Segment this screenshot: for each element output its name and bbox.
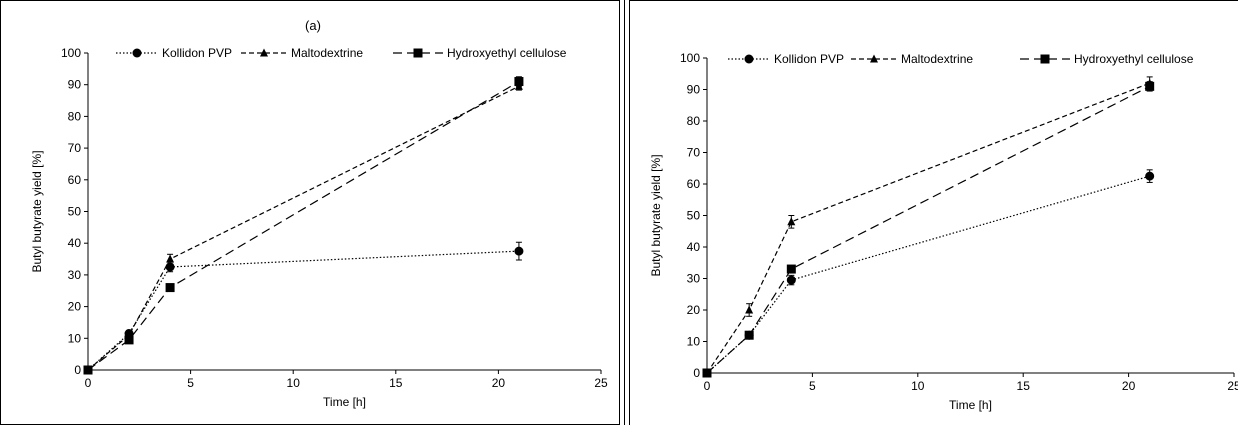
y-tick-label: 30 — [687, 272, 701, 286]
x-tick-label: 0 — [704, 379, 711, 393]
y-tick-label: 100 — [61, 46, 81, 60]
y-tick-label: 70 — [687, 146, 701, 160]
legend-marker — [132, 48, 142, 58]
data-point — [83, 365, 93, 375]
legend-label: Hydroxyethyl cellulose — [447, 46, 567, 60]
x-tick-label: 10 — [287, 376, 301, 390]
x-tick-label: 20 — [492, 376, 506, 390]
y-tick-label: 20 — [687, 303, 701, 317]
legend-label: Maltodextrine — [291, 46, 363, 60]
series-line — [706, 82, 1150, 374]
legend-label: Hydroxyethyl cellulose — [1074, 52, 1194, 66]
y-axis-label: Butyl butyrate yield [%] — [30, 150, 44, 272]
data-point — [165, 283, 175, 293]
y-tick-label: 0 — [693, 366, 700, 380]
y-tick-label: 70 — [68, 141, 82, 155]
y-tick-label: 90 — [687, 83, 701, 97]
chart-a-svg: (a) 0 10 20 30 40 50 60 70 80 90 100 0 5 10 15 20 25 Time … — [30, 18, 608, 409]
chart-panel-b: 0 10 20 30 40 50 60 70 80 90 100 0 5 10 15 20 25 Time [h]… — [629, 0, 1238, 425]
data-point — [1145, 81, 1155, 91]
chart-title: (a) — [305, 18, 321, 33]
data-point — [744, 330, 754, 340]
legend-label: Kollidon PVP — [774, 52, 844, 66]
x-tick-label: 20 — [1122, 379, 1136, 393]
legend-marker — [870, 54, 878, 63]
y-tick-label: 90 — [68, 78, 82, 92]
y-tick-label: 30 — [68, 268, 82, 282]
x-tick-label: 25 — [594, 376, 608, 390]
y-tick-label: 10 — [68, 331, 82, 345]
x-axis-label: Time [h] — [323, 395, 366, 409]
data-point — [786, 264, 796, 274]
y-tick-label: 100 — [680, 51, 700, 65]
legend-marker — [744, 54, 754, 64]
x-tick-label: 0 — [85, 376, 92, 390]
legend-marker — [413, 48, 423, 58]
y-tick-label: 40 — [68, 236, 82, 250]
series-line — [706, 85, 1150, 374]
y-tick-label: 80 — [68, 109, 82, 123]
y-tick-label: 20 — [68, 300, 82, 314]
data-point — [786, 275, 796, 285]
legend-marker — [1040, 54, 1050, 64]
series-line — [706, 175, 1150, 374]
data-point — [745, 305, 754, 314]
x-tick-label: 15 — [389, 376, 403, 390]
x-axis-label: Time [h] — [949, 398, 992, 412]
data-point — [787, 217, 796, 226]
y-tick-label: 50 — [687, 209, 701, 223]
chart-b-svg: 0 10 20 30 40 50 60 70 80 90 100 0 5 10 15 20 25 Time [h]… — [649, 51, 1238, 412]
x-tick-label: 15 — [1017, 379, 1031, 393]
y-tick-label: 60 — [68, 173, 82, 187]
y-tick-label: 10 — [687, 335, 701, 349]
y-tick-label: 80 — [687, 114, 701, 128]
data-point — [702, 368, 712, 378]
series-line — [87, 81, 520, 371]
data-point — [514, 246, 524, 256]
data-point — [514, 77, 524, 87]
series-line — [87, 85, 520, 371]
y-tick-label: 50 — [68, 205, 82, 219]
x-tick-label: 10 — [911, 379, 925, 393]
legend-label: Kollidon PVP — [162, 46, 232, 60]
chart-panel-a: (a) 0 10 20 30 40 50 60 70 80 90 100 0 5 10 15 20 25 Time … — [0, 0, 620, 425]
legend-marker — [260, 48, 268, 57]
x-tick-label: 5 — [187, 376, 194, 390]
y-axis-label: Butyl butyrate yield [%] — [649, 154, 663, 276]
x-tick-label: 25 — [1227, 379, 1238, 393]
y-tick-label: 0 — [74, 363, 81, 377]
data-point — [124, 335, 134, 345]
y-tick-label: 40 — [687, 240, 701, 254]
panel-divider — [624, 0, 625, 425]
data-point — [165, 262, 175, 272]
x-tick-label: 5 — [809, 379, 816, 393]
data-point — [166, 254, 175, 263]
data-point — [1145, 171, 1155, 181]
legend-label: Maltodextrine — [901, 52, 973, 66]
y-tick-label: 60 — [687, 177, 701, 191]
